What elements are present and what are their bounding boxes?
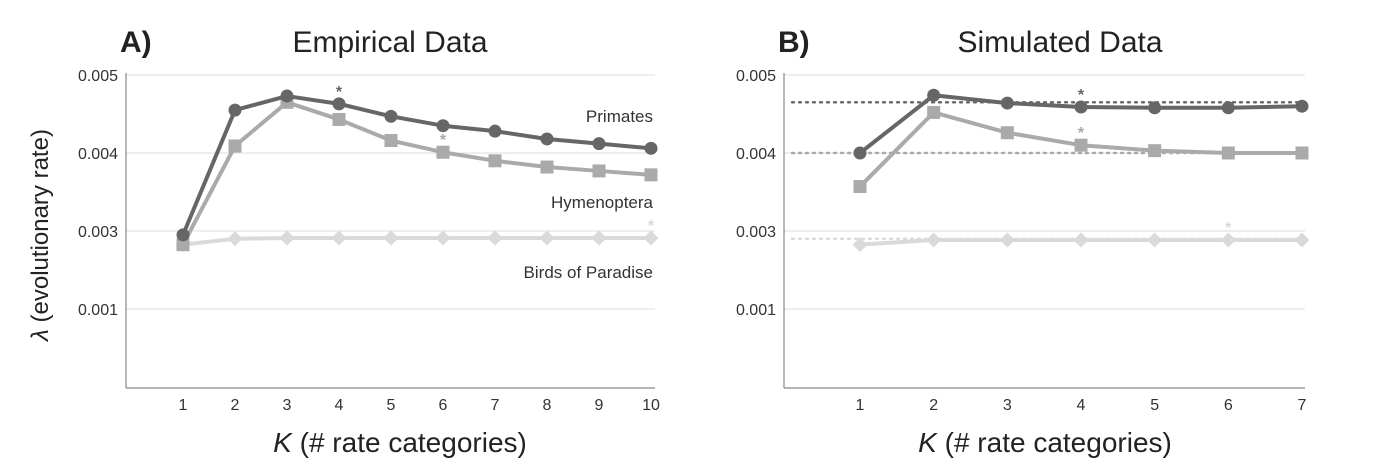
y-tick-label: 0.004 <box>78 146 118 163</box>
data-point <box>1220 232 1236 248</box>
data-point <box>926 232 942 248</box>
y-axis-title: λ (evolutionary rate) <box>27 129 54 343</box>
data-point <box>383 230 399 246</box>
x-tick-label: 7 <box>1298 397 1307 414</box>
data-point <box>1000 96 1014 110</box>
data-point <box>591 230 607 246</box>
x-axis-title-b: K (# rate categories) <box>918 427 1172 458</box>
series-line <box>181 100 652 246</box>
data-point <box>176 238 190 252</box>
x-tick-label: 8 <box>543 397 552 414</box>
series-line <box>182 236 651 247</box>
x-tick-label: 3 <box>1003 397 1012 414</box>
x-tick-label: 4 <box>1077 397 1086 414</box>
data-point <box>1148 101 1162 115</box>
x-tick-label: 4 <box>335 397 344 414</box>
data-point <box>435 230 451 246</box>
y-tick-label: 0.003 <box>78 224 118 241</box>
data-point <box>539 230 555 246</box>
y-tick-label: 0.001 <box>78 302 118 319</box>
series-label-birds: Birds of Paradise <box>524 263 653 282</box>
data-point <box>927 105 941 119</box>
panel-a-label: A) <box>120 26 152 59</box>
data-point <box>488 124 502 138</box>
data-point <box>487 230 503 246</box>
data-point <box>332 97 346 111</box>
significance-star: * <box>1078 125 1085 142</box>
data-point <box>1074 138 1088 152</box>
data-point <box>1294 232 1310 248</box>
data-point <box>540 160 554 174</box>
data-point <box>384 109 398 123</box>
data-point <box>1221 101 1235 115</box>
panel-b-title: Simulated Data <box>957 26 1162 59</box>
data-point <box>644 141 658 155</box>
data-point <box>280 89 294 103</box>
x-tick-label: 9 <box>595 397 604 414</box>
data-point <box>1073 232 1089 248</box>
y-tick-label: 0.004 <box>736 146 776 163</box>
data-point <box>592 164 606 178</box>
data-point <box>1074 100 1088 114</box>
x-tick-label: 5 <box>387 397 396 414</box>
data-point <box>228 139 242 153</box>
data-point <box>1000 126 1014 140</box>
series-label-primates: Primates <box>586 107 653 126</box>
data-point <box>853 146 867 160</box>
data-point <box>1147 232 1163 248</box>
data-point <box>436 145 450 159</box>
significance-star: * <box>1078 87 1085 104</box>
x-tick-label: 3 <box>283 397 292 414</box>
data-point <box>176 228 190 242</box>
data-point <box>1221 146 1235 160</box>
data-point <box>227 231 243 247</box>
data-point <box>1295 146 1309 160</box>
y-tick-label: 0.003 <box>736 224 776 241</box>
data-point <box>540 132 554 146</box>
y-tick-label: 0.005 <box>78 68 118 85</box>
x-tick-label: 2 <box>929 397 938 414</box>
significance-star: * <box>648 218 655 235</box>
plot-panel-a: 0.005 0.004 0.003 0.001 1 2 3 4 5 6 7 8 9 10 * * * <box>78 68 660 414</box>
panel-b-label: B) <box>778 26 810 59</box>
data-point <box>488 154 502 168</box>
series-label-hymenoptera: Hymenoptera <box>551 193 654 212</box>
data-point <box>852 237 868 253</box>
data-point <box>592 137 606 151</box>
significance-star: * <box>336 84 343 101</box>
data-point <box>1295 99 1309 113</box>
x-tick-label: 5 <box>1150 397 1159 414</box>
data-point <box>999 232 1015 248</box>
x-tick-label: 6 <box>1224 397 1233 414</box>
plot-panel-b: 0.005 0.004 0.003 0.001 1 2 3 4 5 6 7 * * * <box>736 68 1310 414</box>
x-tick-label: 6 <box>439 397 448 414</box>
series-line <box>181 94 652 236</box>
data-point <box>1148 144 1162 158</box>
data-point <box>853 180 867 194</box>
data-point <box>644 168 658 182</box>
significance-star: * <box>440 132 447 149</box>
data-point <box>279 230 295 246</box>
x-tick-label: 7 <box>491 397 500 414</box>
data-point <box>228 103 242 117</box>
y-tick-label: 0.001 <box>736 302 776 319</box>
x-axis-title-a: K (# rate categories) <box>273 427 527 458</box>
data-point <box>643 230 659 246</box>
x-tick-label: 10 <box>642 397 660 414</box>
data-point <box>384 134 398 148</box>
x-tick-label: 1 <box>179 397 188 414</box>
significance-star: * <box>1225 220 1232 237</box>
data-point <box>332 112 346 126</box>
x-tick-label: 1 <box>856 397 865 414</box>
data-point <box>331 230 347 246</box>
y-tick-label: 0.005 <box>736 68 776 85</box>
x-tick-label: 2 <box>231 397 240 414</box>
data-point <box>436 119 450 133</box>
data-point <box>927 88 941 102</box>
panel-a-title: Empirical Data <box>292 26 487 59</box>
